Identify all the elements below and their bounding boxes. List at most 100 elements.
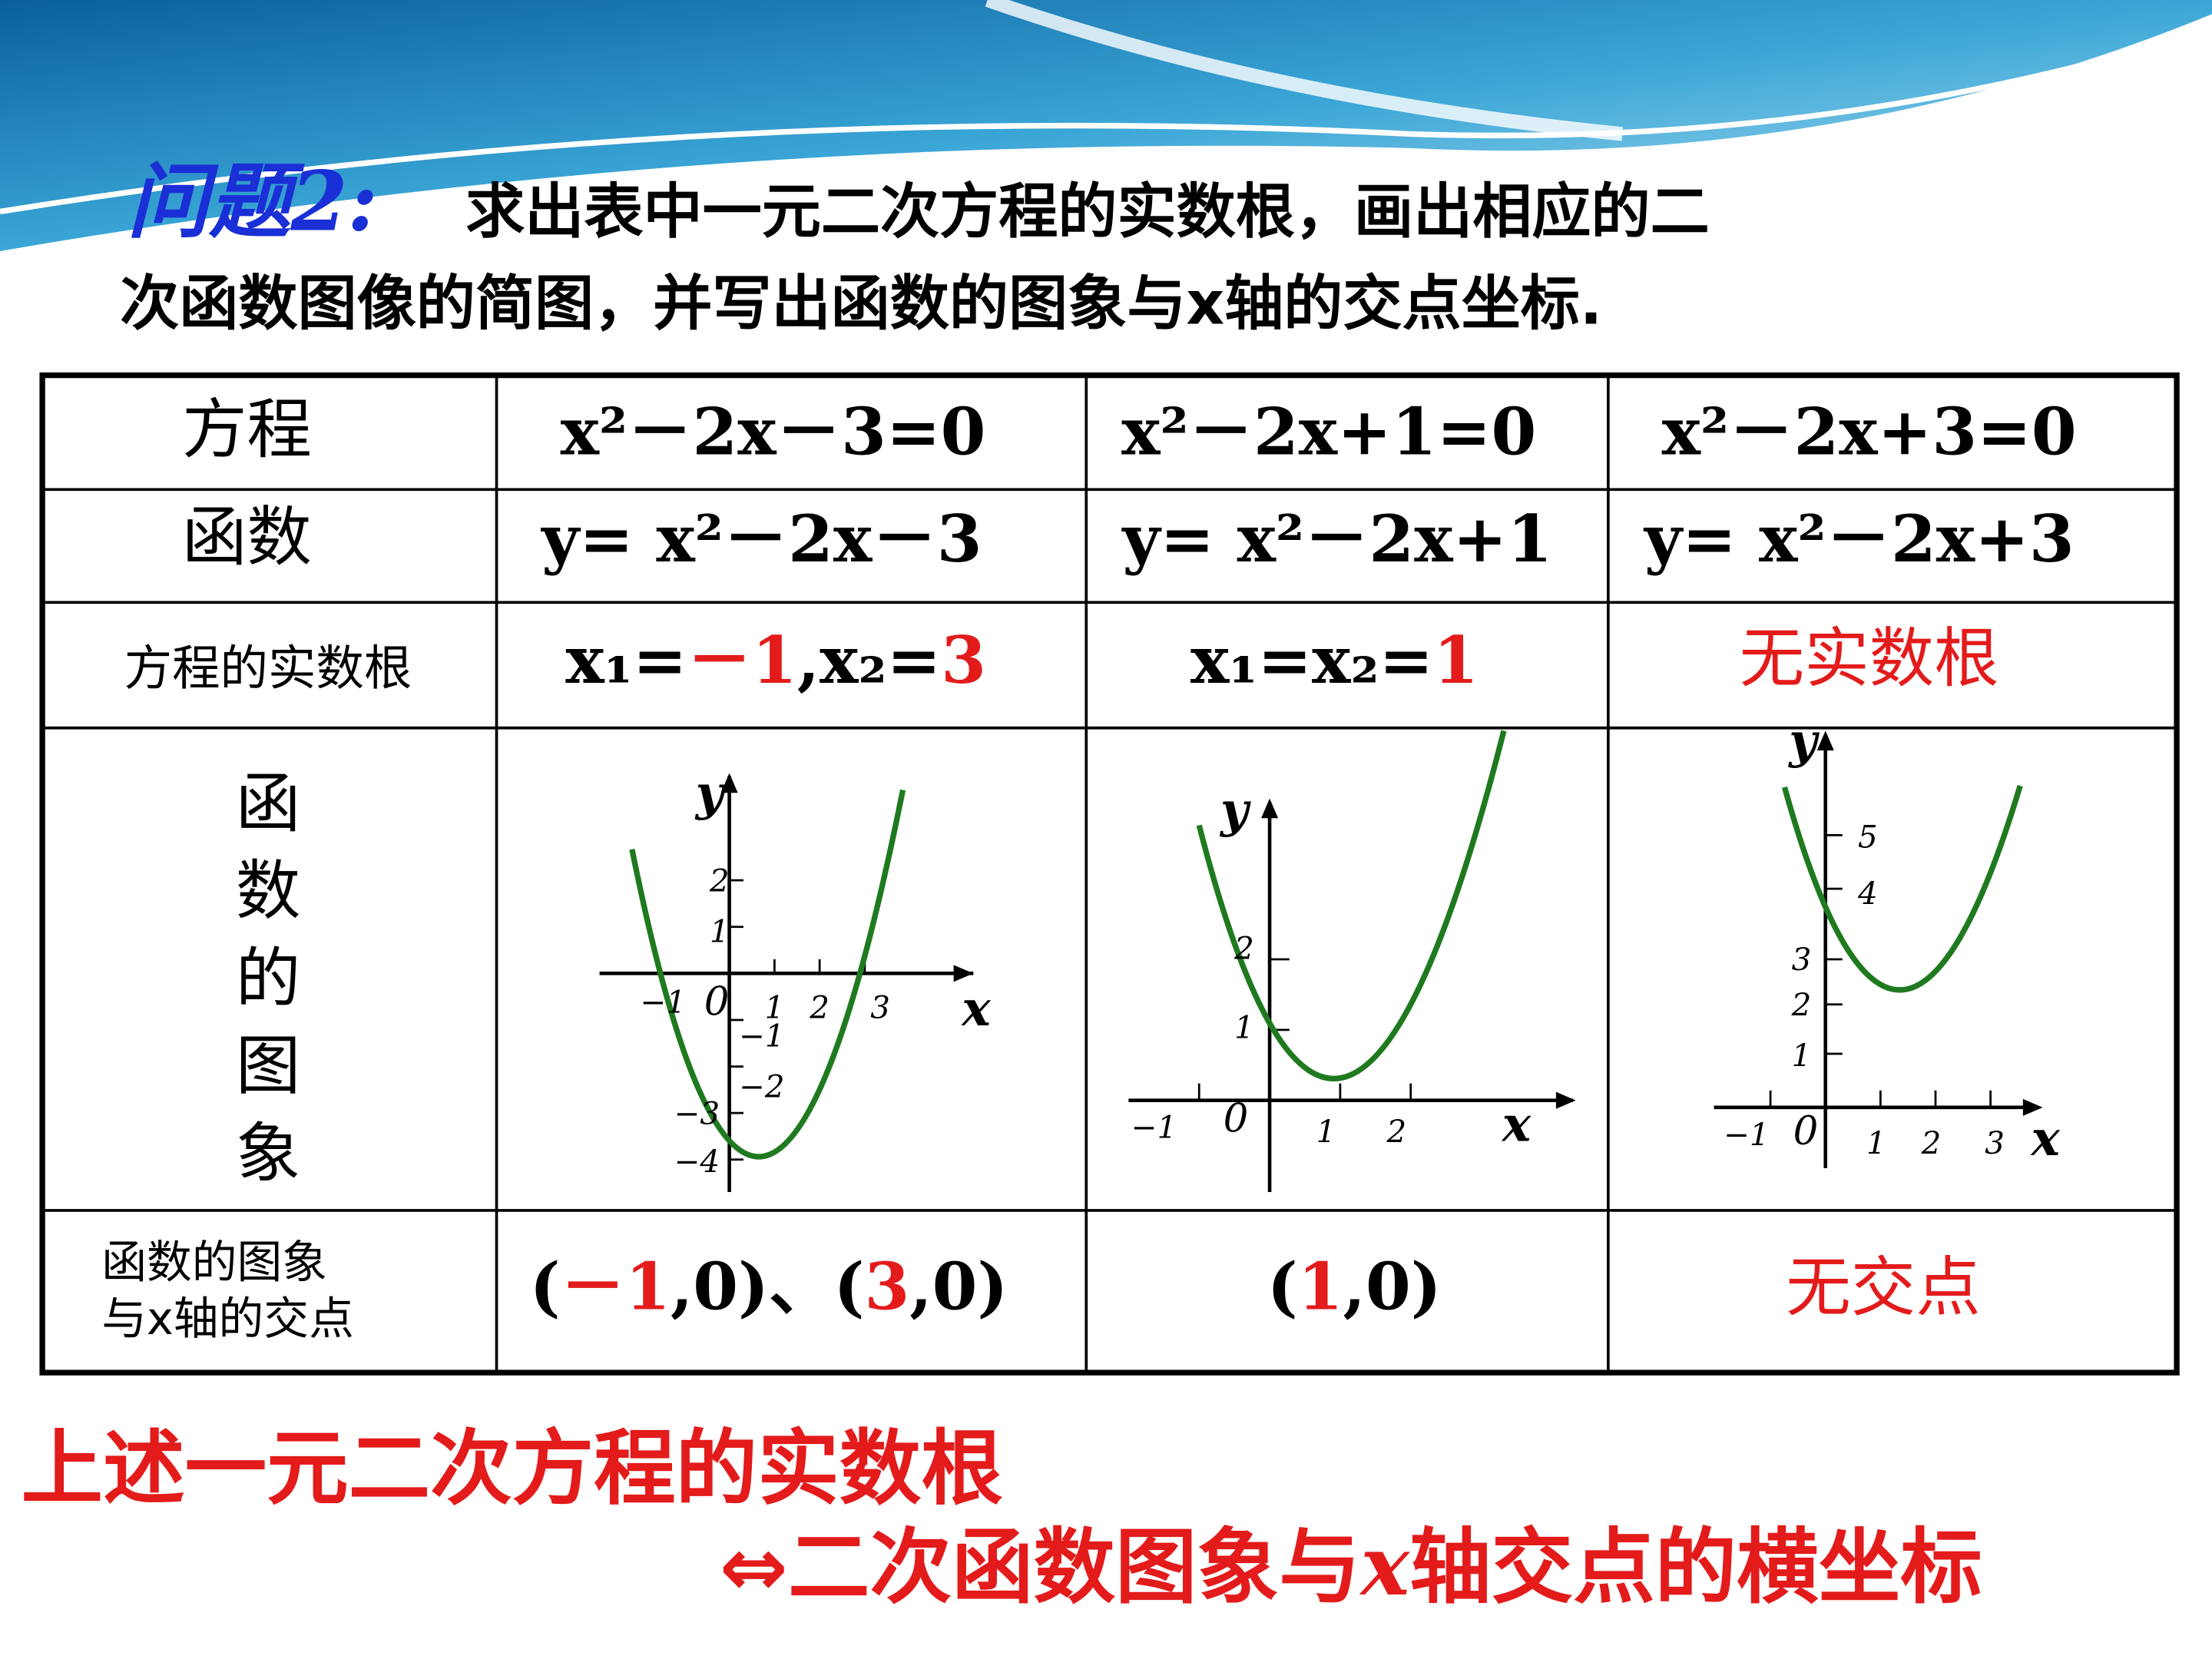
tick-marks [1769,833,1992,1108]
text-part: ,0)、( [671,1248,865,1324]
arrow [953,965,974,982]
axis-label: y [694,764,727,821]
text-part: x²－2x+3=0 [1662,393,2077,469]
tick-label: 1 [1234,1008,1254,1045]
cell: 无交点 [1786,1250,1980,1325]
graph: x y 0 −1 1 2 2 1 [1128,730,1576,1193]
text-part: 1 [1433,622,1479,698]
text-part: ⇔二次函数图象与 [720,1520,1361,1615]
tick-label: 2 [709,862,730,899]
axis-label: y [1219,781,1251,838]
text-part: 函数的图象 [225,769,300,1206]
tick-label: 2 [1921,1124,1942,1161]
conclusion-line: 上述一元二次方程的实数根 [22,1422,1003,1517]
title-line: 次函数图像的简图，并写出函数的图象与x轴的交点坐标. [120,269,1602,338]
tick-label: −1 [1724,1116,1770,1153]
cell-line: 函数的图象 [101,1236,327,1289]
arrow [2022,1098,2043,1116]
cell: (1,0) [1267,1248,1442,1324]
tick-label: 3 [1985,1124,2005,1161]
cell: y= x²－2x－3 [540,501,982,577]
text-part: ,x₂= [797,622,942,698]
tick-label: −2 [739,1068,785,1104]
cell: x₁=－1,x₂=3 [565,622,986,698]
cell-line: 与x轴的交点 [101,1292,354,1345]
text-part: 1 [1298,1248,1343,1324]
parabola [1196,730,1507,1081]
tick-label: −1 [640,983,686,1020]
cell: (－1,0)、(3,0) [530,1248,1008,1324]
text-part: ,0) [1343,1248,1442,1324]
tick-label: 1 [1866,1124,1886,1161]
graph: x y 0 −1 1 2 3 5 4 3 2 1 [1714,712,2061,1168]
arrow [1555,1091,1576,1109]
text-part: y= x²－2x+1 [1121,501,1552,577]
origin-label: 0 [1793,1108,1819,1154]
cell: x₁=x₂=1 [1190,622,1479,698]
text-part: ( [1267,1248,1298,1324]
text-part: x [1359,1518,1411,1614]
text-part: 3 [941,622,986,698]
text-part: y= x²－2x+3 [1643,501,2075,577]
cell: 函数 [182,499,312,575]
banner-stripe [0,25,2212,215]
cell: y= x²－2x+1 [1121,501,1552,577]
text-part: x₁= [565,622,687,698]
text-part: －1 [687,622,796,698]
parabola [1781,785,2023,993]
tick-label: 2 [1791,986,1812,1023]
text-part: ( [530,1248,561,1324]
cell: 无实数根 [1740,621,1999,696]
tick-label: 3 [1792,941,1812,978]
table-grid [39,372,2180,1376]
parabola [629,789,906,1160]
text-part: y= x²－2x－3 [540,501,982,577]
tick-label: 1 [1792,1037,1812,1074]
banner-stripe [985,0,1624,141]
arrow [1816,730,1834,751]
origin-label: 0 [1224,1096,1249,1142]
tick-label: −3 [674,1094,720,1131]
tick-marks [1197,958,1412,1101]
text-part: x²－2x－3=0 [561,393,986,469]
cell: 方程 [182,392,312,468]
tick-label: 1 [1316,1113,1336,1150]
axis-label: x [2030,1110,2061,1167]
text-part: 函数 [182,499,312,575]
axis-label: x [1501,1095,1532,1152]
text-part: x²－2x+1=0 [1121,393,1536,469]
text-part: x₁=x₂= [1190,622,1433,698]
text-part: 方程 [182,392,312,468]
tick-label: −4 [674,1143,720,1180]
text-part: 无实数根 [1740,621,1999,696]
arrow [720,773,738,793]
text-part: 无交点 [1786,1250,1980,1325]
tick-label: 1 [765,989,785,1026]
origin-label: 0 [704,979,730,1025]
tick-label: −1 [739,1017,785,1054]
tick-label: 3 [870,989,890,1026]
cell: y= x²－2x+3 [1643,501,2075,577]
tick-label: 2 [1233,929,1254,966]
conclusion-line: ⇔二次函数图象与x轴交点的横坐标 [720,1518,1982,1616]
table-border [39,372,2180,1376]
text-part: 3 [864,1248,909,1324]
axis-label: y [1787,712,1820,769]
arrow [1261,798,1279,819]
tick-label: 2 [1386,1113,1407,1150]
text-part: 轴交点的横坐标 [1409,1520,1982,1615]
cell: 方程的实数根 [124,640,412,696]
graph: x y 0 −1 1 2 3 2 1 −1 −2 −3 −4 [599,764,991,1193]
title-label: 问题2: [127,154,377,250]
cell: x²－2x－3=0 [561,393,986,469]
text-part: ,0) [909,1248,1008,1324]
tick-label: 4 [1857,875,1878,912]
tick-label: 5 [1858,818,1878,855]
tick-label: 1 [710,912,730,949]
title-line: 求出表中一元二次方程的实数根，画出相应的二 [465,177,1710,247]
tick-label: −1 [1131,1109,1177,1146]
axis-label: x [960,980,991,1037]
text-part: 方程的实数根 [124,640,412,696]
